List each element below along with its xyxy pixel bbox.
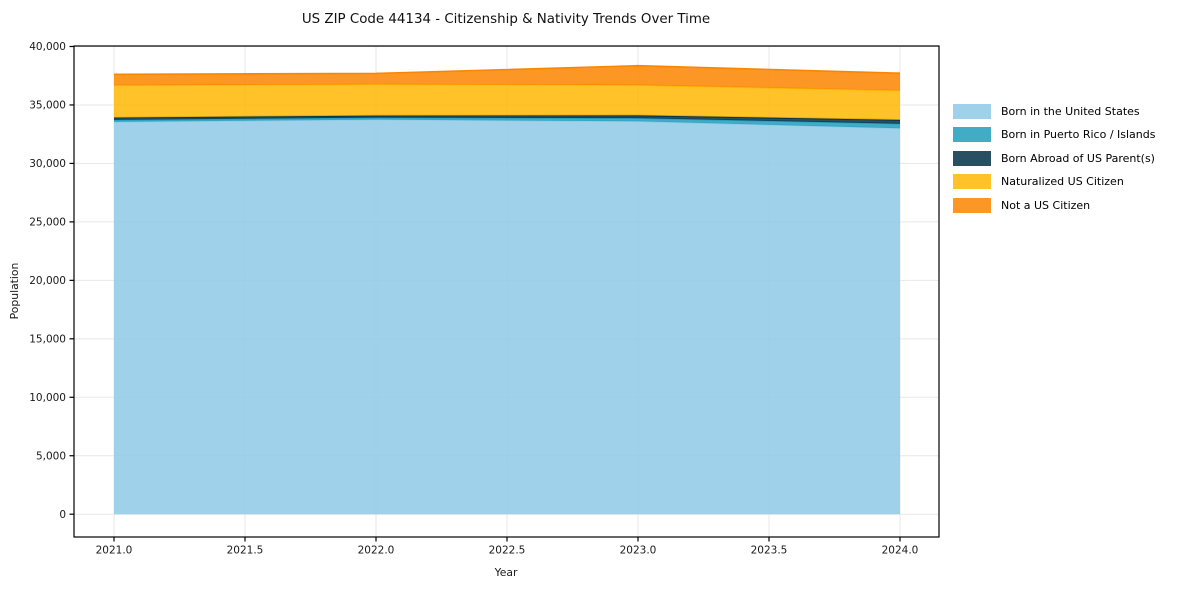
legend-label-3: Naturalized US Citizen <box>1001 175 1124 189</box>
y-tick-label: 30,000 <box>29 158 66 170</box>
legend-swatch-4 <box>953 197 991 213</box>
legend: Born in the United States Born in Puerto … <box>953 104 1155 221</box>
legend-label-2: Born Abroad of US Parent(s) <box>1001 151 1155 165</box>
area-series-0 <box>114 119 900 515</box>
y-tick-label: 15,000 <box>29 333 66 345</box>
x-tick-label: 2021.0 <box>96 545 133 557</box>
x-tick-label: 2023.0 <box>620 545 657 557</box>
legend-item-2: Born Abroad of US Parent(s) <box>953 150 1155 166</box>
y-axis-label: Population <box>8 263 21 320</box>
axis-layer: 0 5,000 10,000 15,000 20,000 25,000 30,000 35,0… <box>29 41 940 557</box>
legend-label-0: Born in the United States <box>1001 105 1140 118</box>
x-tick-label: 2023.5 <box>751 545 788 557</box>
legend-swatch-0 <box>953 104 991 119</box>
legend-item-4: Not a US Citizen <box>953 197 1155 213</box>
legend-swatch-3 <box>953 174 991 190</box>
x-tick-label: 2024.0 <box>882 545 919 557</box>
x-tick-label: 2022.5 <box>489 545 526 557</box>
area-layer <box>113 64 901 515</box>
chart-title: US ZIP Code 44134 - Citizenship & Nativi… <box>302 12 710 27</box>
area-topline-4 <box>113 64 901 76</box>
legend-item-3: Naturalized US Citizen <box>953 174 1155 190</box>
x-tick-label: 2021.5 <box>227 545 264 557</box>
x-tick-label: 2022.0 <box>358 545 395 557</box>
legend-item-1: Born in Puerto Rico / Islands <box>953 127 1156 143</box>
y-tick-label: 5,000 <box>36 450 66 462</box>
y-tick-label: 35,000 <box>29 100 66 112</box>
y-tick-label: 0 <box>59 509 66 521</box>
y-tick-label: 40,000 <box>29 41 66 53</box>
x-axis-label: Year <box>494 566 518 579</box>
y-tick-label: 10,000 <box>29 392 66 404</box>
legend-label-4: Not a US Citizen <box>1001 198 1091 212</box>
area-series-2 <box>114 115 900 124</box>
legend-item-0: Born in the United States <box>953 104 1155 119</box>
area-series-4 <box>114 65 900 91</box>
y-tick-label: 25,000 <box>29 216 66 228</box>
y-tick-label: 20,000 <box>29 275 66 287</box>
legend-swatch-1 <box>953 127 991 143</box>
area-series-3 <box>114 84 900 120</box>
legend-swatch-2 <box>953 150 991 166</box>
legend-label-1: Born in Puerto Rico / Islands <box>1001 128 1156 142</box>
